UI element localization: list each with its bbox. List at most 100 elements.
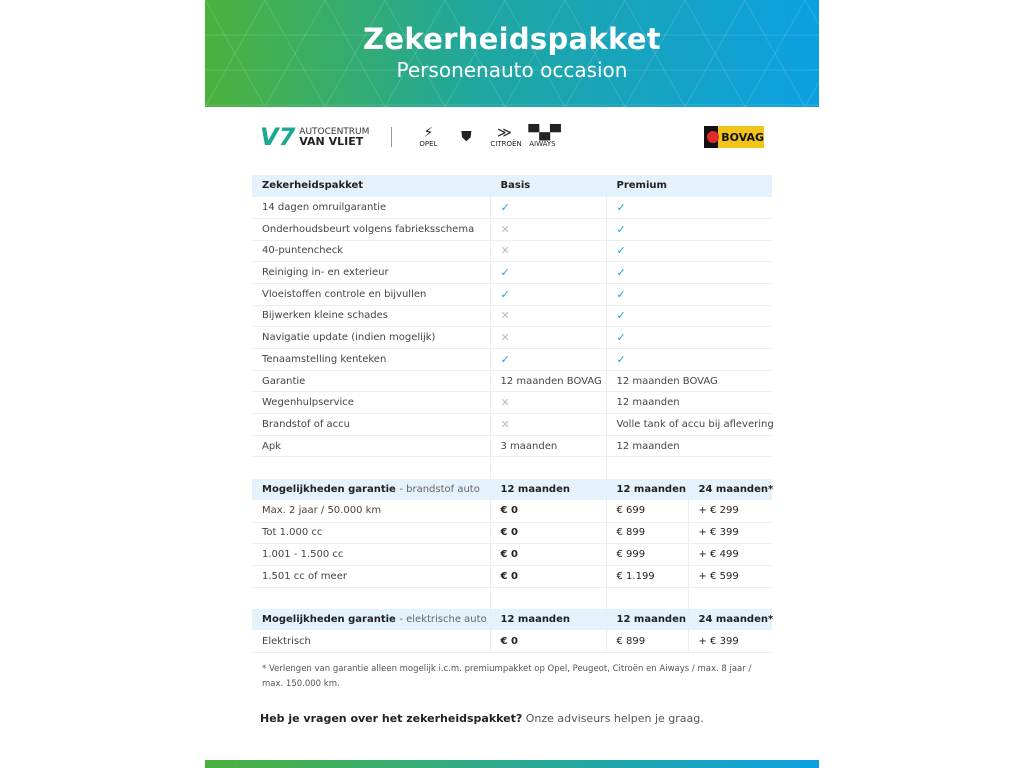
brochure-page: Zekerheidspakket Personenauto occasion V… [205,0,819,768]
table-row: Garantie 12 maanden BOVAG 12 maanden BOVA… [252,370,772,393]
check-icon: ✓ [500,287,510,301]
header-banner: Zekerheidspakket Personenauto occasion [205,0,819,107]
row-label: Wegenhulpservice [252,391,490,415]
table-header: Zekerheidspakket Basis Premium [252,175,772,197]
check-icon: ✓ [616,244,626,258]
cell-value: € 699 [616,505,646,517]
row-label: Tot 1.000 cc [252,522,490,545]
cell-value: € 899 [616,527,646,539]
cross-icon: ✕ [500,417,510,431]
row-label: Elektrisch [252,630,490,653]
contact-question: Heb je vragen over het zekerheidspakket?… [260,712,704,725]
row-label: Brandstof of accu [252,413,490,436]
table-row: 1.501 cc of meer € 0 € 1.199 + € 599 [252,565,772,588]
cell-value: + € 399 [698,527,739,539]
dealer-logo: V7 AUTOCENTRUM VAN VLIET [260,123,369,151]
check-icon: ✓ [616,266,626,280]
cross-icon: ✕ [500,331,510,345]
cell-value: € 899 [616,635,646,647]
row-label: 14 dagen omruilgarantie [252,196,490,219]
row-label: Vloeistoffen controle en bijvullen [252,283,490,306]
cell-value: € 999 [616,549,646,561]
table-header: Mogelijkheden garantie - elektrische aut… [252,608,773,631]
check-icon: ✓ [616,287,626,301]
row-label: Bijwerken kleine schades [252,305,490,328]
cell-value: Volle tank of accu bij aflevering [616,418,774,430]
package-table: Zekerheidspakket Basis Premium 14 dagen o… [252,175,774,653]
cross-icon: ✕ [500,309,510,323]
dealer-name-line2: VAN VLIET [299,134,364,148]
cell-value: 12 maanden [616,397,680,409]
row-label: Apk [252,435,490,458]
table-row: Navigatie update (indien mogelijk) ✕ ✓ [252,326,772,349]
header-cell: Mogelijkheden garantie - brandstof auto [252,478,490,501]
header-cell: Zekerheidspakket [252,175,490,197]
logo-row: V7 AUTOCENTRUM VAN VLIET ⚡ OPEL ⛊ ≫ CITROËN… [260,123,561,151]
table-row: Brandstof of accu ✕ Volle tank of accu bi… [252,413,774,436]
header-cell: Mogelijkheden garantie - elektrische aut… [252,608,490,631]
check-icon: ✓ [616,352,626,366]
cell-value: 12 maanden BOVAG [616,375,718,387]
row-label: Tenaamstelling kenteken [252,348,490,371]
table-row: Reiniging in- en exterieur ✓ ✓ [252,261,772,284]
table-row: Elektrisch € 0 € 899 + € 399 [252,630,772,653]
table-row: Wegenhulpservice ✕ 12 maanden [252,391,772,415]
header-cell: 12 maanden [489,478,606,501]
header-cell: Premium [605,175,772,197]
table-row: Tenaamstelling kenteken ✓ ✓ [252,348,772,371]
table-row: Bijwerken kleine schades ✕ ✓ [252,305,772,328]
cell-value: 12 maanden BOVAG [500,375,602,387]
check-icon: ✓ [500,352,510,366]
check-icon: ✓ [500,200,510,214]
header-cell: 24 maanden* [687,478,773,501]
aiways-logo-icon: ▀▄▀ AIWAYS [528,125,561,148]
cell-value: € 0 [500,635,518,647]
table-row: Apk 3 maanden 12 maanden [252,435,772,458]
v7-logo-icon: V7 [260,123,296,151]
cell-value: € 0 [500,549,518,561]
table-row: Max. 2 jaar / 50.000 km € 0 € 699 + € 299 [252,500,772,523]
row-label: Garantie [252,370,490,393]
check-icon: ✓ [616,222,626,236]
spacer-row [252,456,772,479]
table-header: Mogelijkheden garantie - brandstof auto 1… [252,478,773,501]
divider [391,127,393,147]
row-label: Reiniging in- en exterieur [252,261,490,284]
footer-bar [205,760,819,768]
cross-icon: ✕ [500,244,510,258]
triangle-pattern [205,0,819,107]
check-icon: ✓ [616,200,626,214]
citroen-logo-icon: ≫ CITROËN [490,125,522,148]
row-label: Onderhoudsbeurt volgens fabrieksschema [252,218,490,241]
check-icon: ✓ [616,331,626,345]
table-row: Tot 1.000 cc € 0 € 899 + € 399 [252,522,772,545]
cell-value: 3 maanden [500,440,558,452]
table-row: 14 dagen omruilgarantie ✓ ✓ [252,196,772,219]
spacer-row [252,587,772,609]
cell-value: € 0 [500,527,518,539]
header-cell: 12 maanden [489,608,606,631]
peugeot-logo-icon: ⛊ [461,129,472,145]
row-label: 40-puntencheck [252,240,490,263]
row-label: Navigatie update (indien mogelijk) [252,326,490,349]
header-cell: 24 maanden* [687,608,773,631]
page-subtitle: Personenauto occasion [396,58,628,82]
bovag-icon [704,126,720,148]
header-cell: 12 maanden [605,478,688,501]
cell-value: € 1.199 [616,570,655,582]
table-row: 1.001 - 1.500 cc € 0 € 999 + € 499 [252,543,772,566]
check-icon: ✓ [500,266,510,280]
cell-value: + € 399 [698,635,739,647]
row-label: 1.501 cc of meer [252,565,490,588]
row-label: 1.001 - 1.500 cc [252,543,490,566]
header-cell: Basis [489,175,606,197]
row-label: Max. 2 jaar / 50.000 km [252,500,490,523]
table-row: Onderhoudsbeurt volgens fabrieksschema ✕… [252,218,772,241]
cell-value: + € 299 [698,505,739,517]
table-row: Vloeistoffen controle en bijvullen ✓ ✓ [252,283,772,306]
cell-value: 12 maanden [616,440,680,452]
page-title: Zekerheidspakket [363,22,661,56]
check-icon: ✓ [616,309,626,323]
opel-logo-icon: ⚡ OPEL [419,125,438,148]
bovag-logo: BOVAG [704,126,764,148]
